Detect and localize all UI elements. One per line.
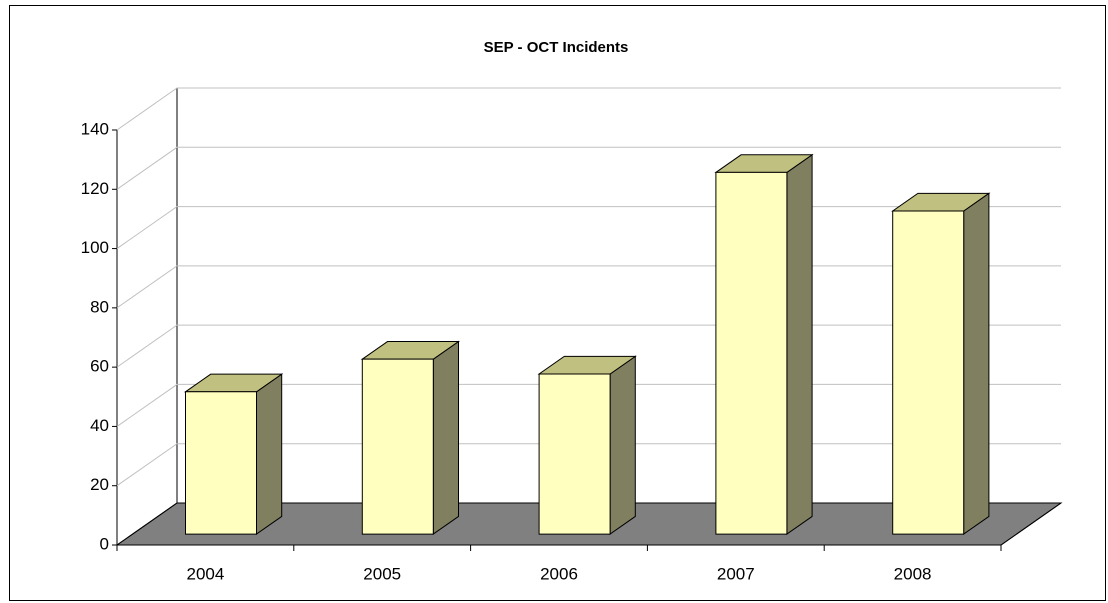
- y-tick-label: 60: [90, 357, 109, 376]
- x-tick-label: 2007: [717, 564, 755, 583]
- bar-side: [963, 192, 990, 536]
- x-tick-label: 2008: [894, 564, 932, 583]
- x-tick-label: 2005: [363, 564, 401, 583]
- chart-title: SEP - OCT Incidents: [484, 39, 629, 56]
- y-tick-label: 100: [81, 238, 109, 257]
- bar: [715, 171, 788, 535]
- bar-side: [432, 340, 459, 536]
- bar-side: [256, 373, 283, 536]
- x-tick-label: 2006: [540, 564, 578, 583]
- bar: [538, 373, 611, 535]
- bar: [361, 358, 434, 535]
- y-tick-label: 0: [100, 534, 109, 553]
- grid-line: [116, 87, 1061, 131]
- x-tick-label: 2004: [186, 564, 224, 583]
- bar-side: [609, 355, 636, 536]
- bar: [892, 210, 965, 535]
- y-tick-label: 20: [90, 475, 109, 494]
- bar-side: [786, 153, 813, 536]
- floor-edge: [1000, 502, 1062, 546]
- y-tick-label: 80: [90, 297, 109, 316]
- grid-line: [116, 146, 1061, 190]
- y-tick-label: 120: [81, 179, 109, 198]
- y-tick-label: 40: [90, 416, 109, 435]
- y-tick-label: 140: [81, 119, 109, 138]
- bar: [185, 391, 257, 535]
